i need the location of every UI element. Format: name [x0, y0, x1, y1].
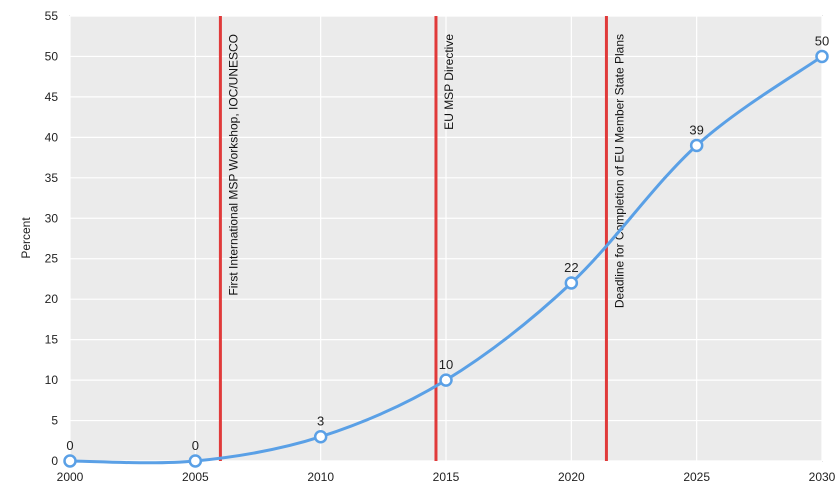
- data-label: 39: [689, 122, 703, 137]
- y-tick-label: 30: [45, 211, 59, 225]
- data-point: [313, 429, 328, 444]
- x-tick-label: 2025: [683, 470, 710, 484]
- y-tick-label: 25: [45, 252, 59, 266]
- y-tick-label: 50: [45, 49, 59, 63]
- y-tick-label: 20: [45, 292, 59, 306]
- grid: [69, 15, 823, 462]
- data-point: [63, 454, 77, 468]
- data-label: 22: [564, 260, 578, 275]
- annotation-label: First International MSP Workshop, IOC/UN…: [226, 34, 240, 296]
- annotations: First International MSP Workshop, IOC/UN…: [218, 16, 626, 461]
- y-tick-label: 55: [45, 9, 59, 23]
- x-tick-label: 2030: [809, 470, 836, 484]
- data-point: [689, 138, 704, 153]
- data-label: 10: [439, 357, 453, 372]
- data-label: 0: [66, 438, 73, 453]
- data-label: 0: [192, 438, 199, 453]
- data-point: [439, 373, 453, 387]
- y-tick-label: 45: [45, 90, 59, 104]
- data-point: [188, 454, 203, 468]
- annotation-label: Deadline for Completion of EU Member Sta…: [612, 34, 626, 308]
- y-tick-label: 10: [45, 373, 59, 387]
- x-tick-label: 2015: [433, 470, 460, 484]
- y-tick-label: 35: [45, 171, 59, 185]
- y-tick-label: 0: [51, 454, 58, 468]
- y-axis-label: Percent: [19, 217, 33, 259]
- x-tick-label: 2010: [307, 470, 334, 484]
- annotation-label: EU MSP Directive: [442, 34, 456, 130]
- y-tick-label: 5: [51, 414, 58, 428]
- x-tick-label: 2000: [57, 470, 84, 484]
- data-point: [564, 276, 579, 290]
- y-tick-label: 40: [45, 130, 59, 144]
- data-point: [815, 49, 829, 64]
- x-axis-ticks: 2000 2005 2010 2015 2020 2025 2030: [57, 470, 836, 484]
- series: 0 0 3 10 22 39 50: [63, 33, 829, 468]
- data-label: 3: [317, 414, 324, 429]
- y-axis-ticks: 0 5 10 15 20 25 30 35 40 45 50 55: [45, 9, 59, 468]
- y-tick-label: 15: [45, 333, 59, 347]
- x-tick-label: 2020: [558, 470, 585, 484]
- x-tick-label: 2005: [182, 470, 209, 484]
- data-label: 50: [815, 33, 829, 48]
